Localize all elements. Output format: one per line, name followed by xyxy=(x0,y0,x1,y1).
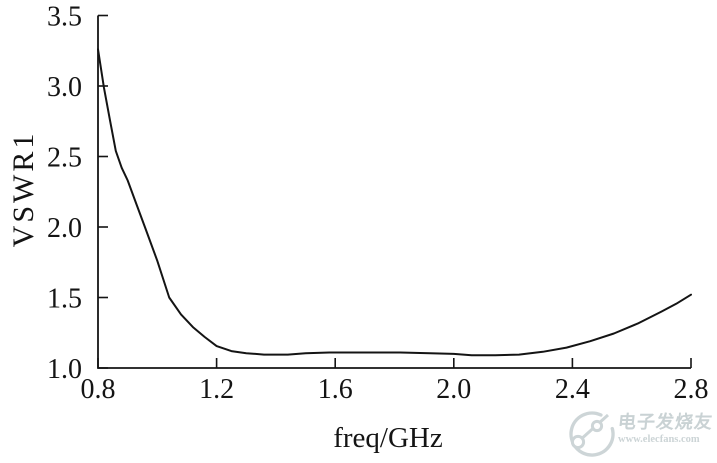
x-tick-label: 2.4 xyxy=(555,374,590,405)
x-tick-label: 2.0 xyxy=(436,374,471,405)
y-tick-label: 2.0 xyxy=(47,213,82,244)
vswr-curve xyxy=(97,48,692,357)
axis-lines xyxy=(97,15,691,369)
y-tick-label: 2.5 xyxy=(47,143,82,174)
y-axis-title: VSWR1 xyxy=(7,130,40,248)
x-tick-label: 2.8 xyxy=(674,374,709,405)
y-tick-label: 3.0 xyxy=(47,72,82,103)
x-tick-label: 1.2 xyxy=(199,374,234,405)
y-tick-label: 3.5 xyxy=(47,2,82,33)
watermark-text: 电子发烧友 www.elecfans.com xyxy=(617,412,716,446)
x-axis-title: freq/GHz xyxy=(333,422,443,454)
x-tick-label: 0.8 xyxy=(81,374,116,405)
y-tick-label: 1.0 xyxy=(47,354,82,385)
watermark-brand-text: 电子发烧友 xyxy=(617,412,715,432)
elecfans-logo-icon xyxy=(569,411,615,457)
x-tick-label: 1.6 xyxy=(318,374,353,405)
watermark-url-text: www.elecfans.com xyxy=(618,434,700,445)
watermark: 电子发烧友 www.elecfans.com xyxy=(566,406,716,462)
y-tick-label: 1.5 xyxy=(47,284,82,315)
